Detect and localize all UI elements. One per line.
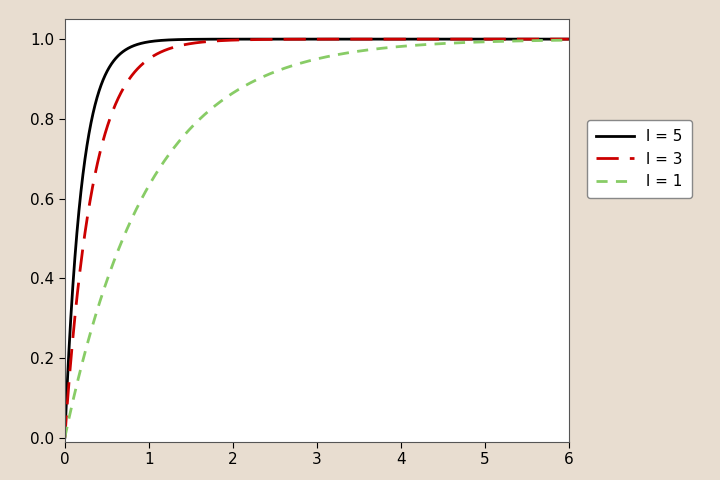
Line: l = 1: l = 1 — [65, 40, 569, 438]
l = 5 — [118, 49, 127, 55]
l = 3 — [60, 435, 69, 441]
l = 3 — [500, 36, 509, 42]
l = 5 — [564, 36, 573, 42]
l = 1 — [500, 38, 509, 44]
Legend: l = 5, l = 3, l = 1: l = 5, l = 3, l = 1 — [587, 120, 692, 198]
l = 1 — [564, 37, 573, 43]
l = 5 — [500, 36, 509, 42]
l = 1 — [554, 37, 563, 43]
l = 3 — [148, 54, 156, 60]
l = 3 — [276, 36, 284, 42]
l = 1 — [148, 177, 156, 183]
l = 5 — [60, 435, 69, 441]
l = 5 — [554, 36, 563, 42]
l = 1 — [60, 435, 69, 441]
l = 1 — [118, 237, 127, 243]
l = 3 — [118, 87, 127, 93]
l = 5 — [276, 36, 284, 42]
Line: l = 3: l = 3 — [65, 39, 569, 438]
l = 3 — [253, 36, 262, 42]
l = 5 — [253, 36, 262, 42]
l = 3 — [564, 36, 573, 42]
l = 1 — [253, 76, 262, 82]
l = 1 — [276, 67, 284, 73]
Line: l = 5: l = 5 — [65, 39, 569, 438]
l = 5 — [148, 38, 156, 44]
l = 3 — [554, 36, 563, 42]
